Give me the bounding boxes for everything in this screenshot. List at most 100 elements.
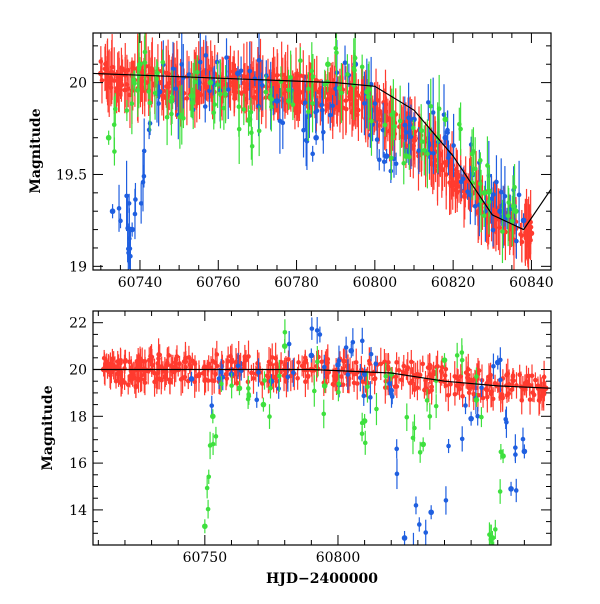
top-data-point — [169, 111, 174, 117]
bottom-data-point — [373, 361, 379, 367]
bottom-data-point — [401, 535, 408, 541]
top-data-point — [362, 101, 367, 106]
bottom-data-point — [354, 381, 360, 386]
bottom-data-point — [286, 341, 292, 347]
top-x-tick-label: 60840 — [509, 275, 554, 291]
top-data-point — [207, 88, 212, 94]
top-data-point — [242, 85, 248, 91]
top-data-point — [126, 250, 131, 256]
bottom-data-point — [330, 381, 336, 387]
bottom-data-point — [505, 371, 511, 376]
bottom-data-point — [431, 369, 436, 374]
bottom-plot-frame — [92, 310, 552, 546]
bottom-data-point — [246, 393, 252, 399]
bottom-data-point — [156, 364, 163, 370]
bottom-data-point — [315, 359, 320, 365]
bottom-data-point — [491, 553, 496, 558]
top-data-point — [411, 125, 416, 131]
top-data-point — [442, 116, 449, 123]
top-data-point — [192, 79, 198, 85]
top-data-point — [411, 116, 417, 123]
bottom-data-point — [319, 359, 325, 365]
top-data-point — [303, 137, 309, 143]
bottom-data-point — [465, 367, 471, 372]
bottom-data-point — [162, 366, 168, 372]
bottom-data-point — [202, 523, 208, 530]
bottom-data-point — [427, 365, 432, 371]
top-data-point — [374, 137, 380, 142]
bottom-data-point — [428, 509, 434, 516]
top-data-point — [186, 72, 192, 77]
top-data-point — [520, 217, 527, 224]
top-plot-area — [93, 33, 551, 270]
bottom-data-point — [353, 360, 359, 365]
bottom-data-point — [254, 397, 260, 403]
bottom-data-point — [268, 385, 273, 391]
bottom-data-point — [361, 371, 368, 377]
bottom-data-point — [388, 387, 395, 394]
bottom-data-point — [452, 391, 458, 397]
top-data-point — [416, 148, 422, 153]
top-data-point — [330, 103, 335, 109]
bottom-data-point — [413, 503, 419, 508]
top-data-point — [195, 69, 200, 75]
bottom-data-point — [155, 370, 161, 376]
bottom-data-point — [150, 362, 156, 368]
bottom-data-point — [359, 431, 365, 437]
top-data-point — [313, 134, 319, 141]
top-data-point — [225, 87, 231, 92]
top-data-point — [161, 88, 166, 94]
top-data-point — [286, 87, 291, 93]
bottom-data-point — [251, 376, 256, 381]
bottom-y-axis-label: Magnitude — [40, 385, 56, 470]
top-data-point — [246, 116, 253, 123]
top-y-tick-label: 20 — [69, 76, 87, 92]
bottom-data-point — [274, 364, 280, 370]
bottom-y-tick-label: 18 — [69, 409, 87, 425]
bottom-data-point — [361, 393, 367, 399]
x-axis-label: HJD−2400000 — [266, 571, 378, 587]
bottom-axes: 60750 60800 14 16 18 20 22 — [69, 310, 552, 566]
top-data-point — [218, 91, 223, 97]
bottom-data-point — [276, 373, 282, 379]
top-data-point — [425, 151, 430, 157]
bottom-data-point — [269, 355, 275, 360]
top-data-point — [319, 102, 325, 108]
bottom-data-point — [359, 338, 365, 344]
bottom-data-point — [130, 369, 136, 374]
top-model-line — [93, 72, 551, 231]
top-data-point — [126, 201, 132, 206]
bottom-data-point — [291, 370, 296, 375]
bottom-data-point — [498, 377, 503, 383]
bottom-data-point — [446, 392, 451, 398]
bottom-data-point — [483, 386, 489, 392]
top-data-point — [372, 101, 378, 106]
bottom-data-point — [454, 353, 460, 358]
top-data-point — [165, 71, 171, 76]
top-data-point — [116, 206, 122, 211]
top-data-point — [141, 148, 147, 154]
bottom-data-point — [500, 453, 506, 459]
bottom-data-point — [394, 384, 400, 389]
top-axes: 60740 60760 60780 60800 60820 60840 19 19.5 20 — [56, 33, 554, 291]
bottom-data-point — [506, 391, 512, 396]
bottom-data-point — [474, 374, 479, 379]
top-data-point — [397, 118, 403, 124]
top-data-point — [117, 79, 124, 86]
top-data-point — [419, 139, 425, 144]
bottom-data-point — [332, 377, 338, 382]
bottom-data-point — [286, 356, 291, 362]
bottom-data-point — [459, 357, 465, 363]
top-data-point — [478, 158, 483, 163]
top-data-point — [468, 142, 474, 147]
top-data-point — [354, 112, 360, 118]
bottom-data-point — [229, 383, 234, 388]
top-data-point — [457, 121, 462, 127]
bottom-data-point — [210, 441, 216, 447]
top-data-point — [336, 85, 342, 91]
bottom-data-point — [345, 372, 351, 377]
top-data-point — [283, 83, 288, 89]
bottom-data-point — [374, 406, 379, 412]
top-data-point — [247, 68, 253, 74]
bottom-data-point — [256, 370, 261, 375]
